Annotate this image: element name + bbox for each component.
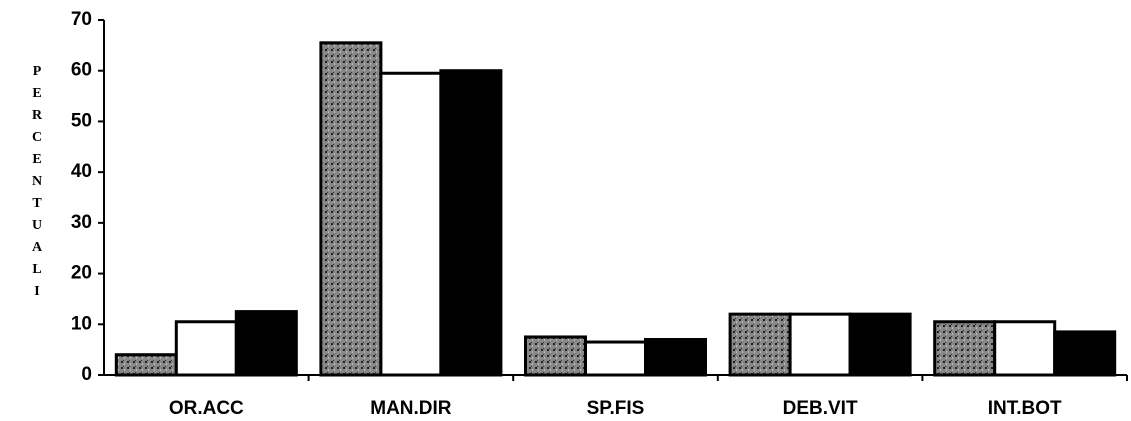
y-tick-label: 40: [71, 161, 92, 182]
y-tick-label: 70: [71, 9, 92, 30]
bar: [234, 310, 298, 377]
bar: [728, 312, 792, 377]
x-tick-label: MAN.DIR: [370, 398, 452, 419]
x-tick-label: SP.FIS: [587, 398, 645, 419]
bar: [933, 320, 997, 377]
y-tick-label: 50: [71, 110, 92, 131]
y-tick-label: 20: [71, 263, 92, 284]
x-tick-label: DEB.VIT: [783, 398, 858, 419]
x-tick-label: OR.ACC: [169, 398, 244, 419]
bar: [1053, 330, 1117, 377]
y-tick-label: 10: [71, 313, 92, 334]
bar: [524, 335, 587, 377]
bar: [584, 340, 647, 377]
bar: [788, 312, 852, 377]
y-tick-label: 30: [71, 212, 92, 233]
y-axis-label: PERCENTUALI: [29, 64, 45, 306]
bar: [379, 71, 443, 377]
y-tick-label: 0: [81, 364, 92, 385]
bar: [644, 338, 707, 377]
x-tick-label: INT.BOT: [988, 398, 1062, 419]
y-tick-label: 60: [71, 60, 92, 81]
bar: [848, 312, 912, 377]
bar: [319, 41, 383, 377]
bar: [114, 353, 178, 377]
bar: [174, 320, 238, 377]
bar: [439, 69, 503, 377]
bar: [993, 320, 1057, 377]
